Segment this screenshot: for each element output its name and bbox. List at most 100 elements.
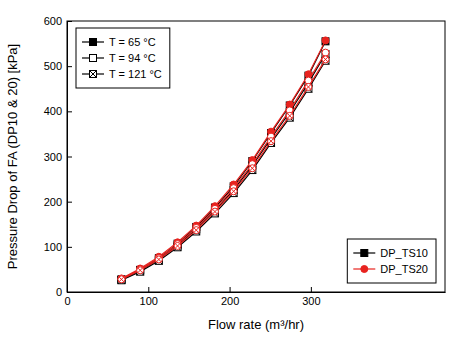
- marker-shape: [268, 138, 275, 145]
- marker-shape: [286, 112, 293, 119]
- y-tick: 100: [44, 241, 72, 253]
- legend-label: T = 65 °C: [109, 36, 156, 48]
- y-tick-label: 100: [44, 241, 62, 253]
- marker-cross: [269, 139, 274, 144]
- chart: 0 100 200 300 0 100 200 300 400 500 600 Flow rate (…: [0, 0, 450, 343]
- marker-shape: [322, 56, 329, 63]
- marker-shape: [361, 266, 368, 273]
- legend-marker: [90, 39, 97, 46]
- data-point: [193, 227, 200, 234]
- marker-shape: [322, 37, 329, 44]
- y-tick-mark: [67, 111, 72, 112]
- data-point: [137, 266, 144, 273]
- data-point: [322, 49, 329, 56]
- legend-box: [347, 239, 436, 283]
- marker-cross: [306, 84, 311, 89]
- marker-shape: [322, 49, 329, 56]
- y-tick-mark: [67, 292, 72, 293]
- marker-shape: [118, 275, 125, 282]
- data-point: [230, 188, 237, 195]
- marker-shape: [137, 267, 144, 274]
- y-tick-mark: [67, 157, 72, 158]
- marker-shape: [118, 276, 125, 283]
- data-point: [322, 56, 329, 63]
- y-tick: 500: [44, 60, 72, 72]
- series-line: [121, 59, 325, 279]
- marker-cross: [119, 277, 124, 282]
- x-tick: 100: [140, 287, 158, 307]
- data-point: [118, 275, 125, 282]
- y-tick-mark: [67, 66, 72, 67]
- y-tick: 0: [56, 286, 72, 298]
- marker-shape: [211, 208, 218, 215]
- data-point: [137, 267, 144, 274]
- x-tick-label: 200: [221, 295, 239, 307]
- data-point: [211, 208, 218, 215]
- data-point: [174, 242, 181, 249]
- data-point: [137, 266, 144, 273]
- data-point: [118, 275, 125, 282]
- data-point: [118, 277, 125, 284]
- data-point: [118, 276, 125, 283]
- x-axis-title: Flow rate (m³/hr): [208, 317, 304, 332]
- x-tick: 200: [221, 287, 239, 307]
- y-tick-label: 600: [44, 15, 62, 27]
- legend-marker: [90, 71, 97, 78]
- marker-cross: [156, 257, 161, 262]
- y-tick: 400: [44, 105, 72, 117]
- marker-shape: [118, 276, 125, 283]
- marker-cross: [194, 228, 199, 233]
- y-tick-mark: [67, 247, 72, 248]
- y-tick: 600: [44, 15, 72, 27]
- legend-box: [76, 28, 170, 88]
- marker-shape: [361, 250, 368, 257]
- marker-shape: [249, 165, 256, 172]
- plot-frame: [67, 21, 445, 292]
- marker-cross: [231, 189, 236, 194]
- data-point: [268, 138, 275, 145]
- x-axis: 0 100 200 300: [64, 287, 445, 307]
- marker-shape: [155, 256, 162, 263]
- legend-marker: [90, 55, 97, 62]
- data-point: [305, 83, 312, 90]
- legend-label: DP_TS20: [380, 263, 428, 275]
- data-point: [137, 267, 144, 274]
- x-tick-mark: [311, 287, 312, 292]
- y-tick: 300: [44, 151, 72, 163]
- y-tick-mark: [67, 202, 72, 203]
- x-tick: 300: [302, 287, 320, 307]
- x-axis-line: [68, 292, 446, 293]
- marker-cross: [212, 209, 217, 214]
- legend-marker: [361, 250, 368, 257]
- x-tick-label: 100: [140, 295, 158, 307]
- y-tick-label: 300: [44, 151, 62, 163]
- data-point: [118, 276, 125, 283]
- legend-marker: [361, 266, 368, 273]
- marker-shape: [155, 256, 162, 263]
- marker-shape: [305, 83, 312, 90]
- marker-cross: [323, 57, 328, 62]
- marker-shape: [137, 267, 144, 274]
- marker-cross: [90, 71, 97, 78]
- data-point: [118, 276, 125, 283]
- data-point: [322, 37, 329, 44]
- x-tick-mark: [148, 287, 149, 292]
- marker-cross: [250, 166, 255, 171]
- y-tick-label: 200: [44, 196, 62, 208]
- legend-series: DP_TS10DP_TS20: [347, 239, 436, 283]
- marker-cross: [287, 113, 292, 118]
- y-tick-label: 500: [44, 60, 62, 72]
- marker-cross: [175, 243, 180, 248]
- legend-temperature: T = 65 °CT = 94 °CT = 121 °C: [76, 28, 170, 88]
- marker-shape: [90, 55, 97, 62]
- legend-label: T = 94 °C: [109, 52, 156, 64]
- data-point: [174, 242, 181, 249]
- y-tick-label: 0: [56, 286, 62, 298]
- data-point: [286, 112, 293, 119]
- marker-shape: [137, 266, 144, 273]
- x-tick-label: 0: [64, 295, 70, 307]
- marker-shape: [118, 276, 125, 283]
- data-point: [322, 38, 329, 45]
- marker-shape: [137, 266, 144, 273]
- y-tick-mark: [67, 21, 72, 22]
